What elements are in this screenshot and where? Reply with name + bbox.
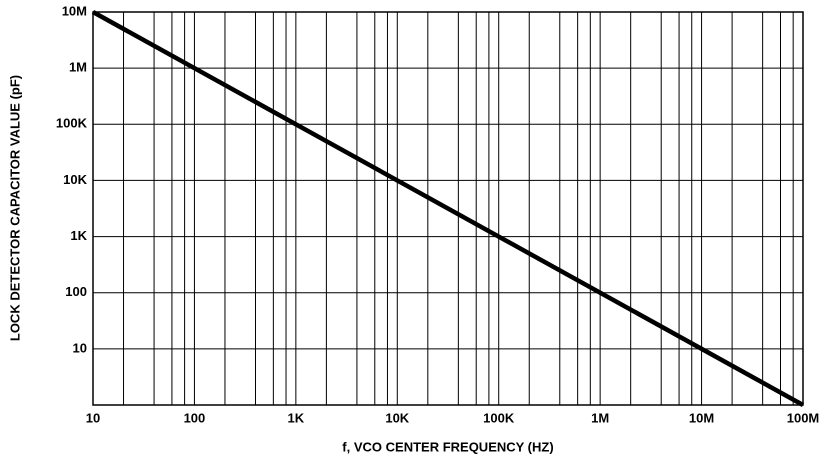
y-tick-label: 1K [70,228,87,243]
x-axis-label: f, VCO CENTER FREQUENCY (HZ) [342,439,553,454]
x-tick-label: 100K [483,410,515,425]
x-tick-label: 10K [385,410,409,425]
data-line [91,10,805,407]
y-axis-label: LOCK DETECTOR CAPACITOR VALUE (pF) [7,75,22,341]
x-tick-label: 10 [86,410,100,425]
x-tick-label: 1M [591,410,609,425]
y-tick-label: 1M [69,60,87,75]
y-tick-label: 10 [73,340,87,355]
x-tick-label: 100 [184,410,206,425]
x-tick-label: 100M [787,410,820,425]
x-tick-label: 1K [288,410,305,425]
y-tick-label: 100K [56,116,88,131]
y-tick-label: 100 [65,284,87,299]
x-tick-label: 10M [689,410,714,425]
plot-frame [92,11,804,406]
y-tick-label: 10K [63,172,87,187]
y-tick-label: 10M [62,3,87,18]
